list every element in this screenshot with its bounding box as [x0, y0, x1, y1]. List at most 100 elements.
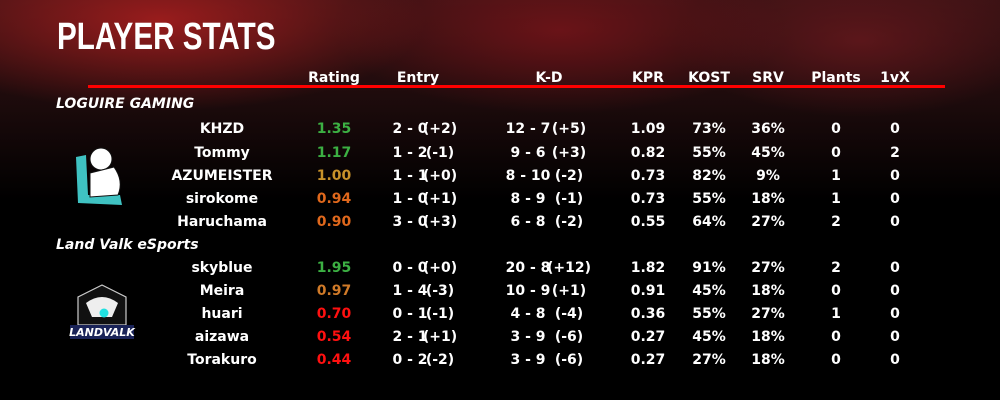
player-kost: 82% [692, 168, 726, 184]
column-header-srv: SRV [752, 70, 784, 86]
player-name: Haruchama [177, 214, 267, 230]
column-header-kd: K-D [535, 70, 563, 86]
player-rating: 0.54 [316, 329, 352, 345]
player-srv: 27% [751, 306, 785, 322]
team-name-loguire: LOGUIRE GAMING [56, 96, 195, 112]
column-header-entry: Entry [396, 70, 440, 86]
player-kd: 8 - 10 [505, 168, 551, 184]
player-name: aizawa [194, 329, 250, 345]
player-kpr: 0.91 [630, 283, 666, 299]
player-kpr: 0.73 [630, 168, 666, 184]
player-kost: 45% [692, 329, 726, 345]
column-header-kost: KOST [688, 70, 730, 86]
header-divider [88, 85, 945, 88]
player-kd: 6 - 8 [510, 214, 546, 230]
player-entry: 0 - 1 [392, 306, 428, 322]
player-rating: 0.94 [316, 191, 352, 207]
player-kd-diff: (-6) [554, 352, 584, 368]
player-kost: 64% [692, 214, 726, 230]
player-name: Torakuro [187, 352, 257, 368]
player-kd: 12 - 7 [505, 121, 551, 137]
player-clutch: 0 [890, 168, 900, 184]
player-kpr: 0.27 [630, 352, 666, 368]
player-plants: 0 [831, 145, 841, 161]
player-entry-diff: (-1) [425, 145, 455, 161]
column-header-1vx: 1vX [880, 70, 910, 86]
loguire-logo [76, 147, 122, 205]
player-kd: 20 - 8 [505, 260, 551, 276]
player-name: Tommy [194, 145, 250, 161]
player-kost: 55% [692, 191, 726, 207]
player-entry: 1 - 2 [392, 145, 428, 161]
player-entry-diff: (-3) [425, 283, 455, 299]
page-title: PLAYER STATS [57, 16, 276, 58]
player-name: sirokome [185, 191, 259, 207]
player-kpr: 1.82 [630, 260, 666, 276]
player-name: Meira [199, 283, 245, 299]
player-entry-diff: (+3) [422, 214, 458, 230]
player-name: KHZD [199, 121, 245, 137]
player-entry: 2 - 0 [392, 121, 428, 137]
player-entry-diff: (-2) [425, 352, 455, 368]
player-plants: 1 [831, 191, 841, 207]
player-entry-diff: (+2) [422, 121, 458, 137]
player-plants: 0 [831, 352, 841, 368]
player-entry: 3 - 0 [392, 214, 428, 230]
player-kd: 9 - 6 [510, 145, 546, 161]
player-entry: 1 - 0 [392, 191, 428, 207]
player-clutch: 0 [890, 352, 900, 368]
player-kd-diff: (-1) [554, 191, 584, 207]
player-entry-diff: (+1) [422, 191, 458, 207]
player-entry-diff: (+0) [422, 260, 458, 276]
player-kd-diff: (+12) [546, 260, 592, 276]
player-rating: 0.90 [316, 214, 352, 230]
player-kd-diff: (-2) [554, 214, 584, 230]
player-entry-diff: (+0) [422, 168, 458, 184]
player-kd-diff: (+1) [551, 283, 587, 299]
player-entry: 0 - 2 [392, 352, 428, 368]
player-plants: 2 [831, 214, 841, 230]
player-entry: 1 - 1 [392, 168, 428, 184]
player-rating: 1.17 [316, 145, 352, 161]
player-clutch: 2 [890, 145, 900, 161]
player-kost: 55% [692, 145, 726, 161]
player-kd-diff: (+3) [551, 145, 587, 161]
column-header-plants: Plants [811, 70, 861, 86]
player-srv: 18% [751, 191, 785, 207]
svg-text:LANDVALK: LANDVALK [69, 326, 136, 339]
landvalk-logo: LANDVALK [69, 284, 136, 339]
player-entry-diff: (+1) [422, 329, 458, 345]
player-srv: 18% [751, 329, 785, 345]
player-clutch: 0 [890, 329, 900, 345]
player-kpr: 1.09 [630, 121, 666, 137]
player-entry: 2 - 1 [392, 329, 428, 345]
player-kd-diff: (-4) [554, 306, 584, 322]
player-clutch: 0 [890, 283, 900, 299]
player-rating: 0.44 [316, 352, 352, 368]
player-kd-diff: (+5) [551, 121, 587, 137]
player-plants: 1 [831, 306, 841, 322]
player-rating: 1.95 [316, 260, 352, 276]
player-entry: 0 - 0 [392, 260, 428, 276]
player-rating: 1.00 [316, 168, 352, 184]
player-srv: 45% [751, 145, 785, 161]
player-srv: 9% [756, 168, 780, 184]
player-clutch: 0 [890, 306, 900, 322]
player-kost: 27% [692, 352, 726, 368]
player-kpr: 0.73 [630, 191, 666, 207]
player-kd-diff: (-6) [554, 329, 584, 345]
player-plants: 0 [831, 121, 841, 137]
player-clutch: 0 [890, 121, 900, 137]
player-name: huari [201, 306, 243, 322]
player-srv: 18% [751, 283, 785, 299]
player-plants: 0 [831, 283, 841, 299]
player-kpr: 0.55 [630, 214, 666, 230]
player-srv: 27% [751, 214, 785, 230]
player-kost: 55% [692, 306, 726, 322]
player-name: AZUMEISTER [171, 168, 273, 184]
column-header-kpr: KPR [632, 70, 664, 86]
player-plants: 1 [831, 168, 841, 184]
player-kd: 4 - 8 [510, 306, 546, 322]
player-rating: 0.70 [316, 306, 352, 322]
player-rating: 1.35 [316, 121, 352, 137]
